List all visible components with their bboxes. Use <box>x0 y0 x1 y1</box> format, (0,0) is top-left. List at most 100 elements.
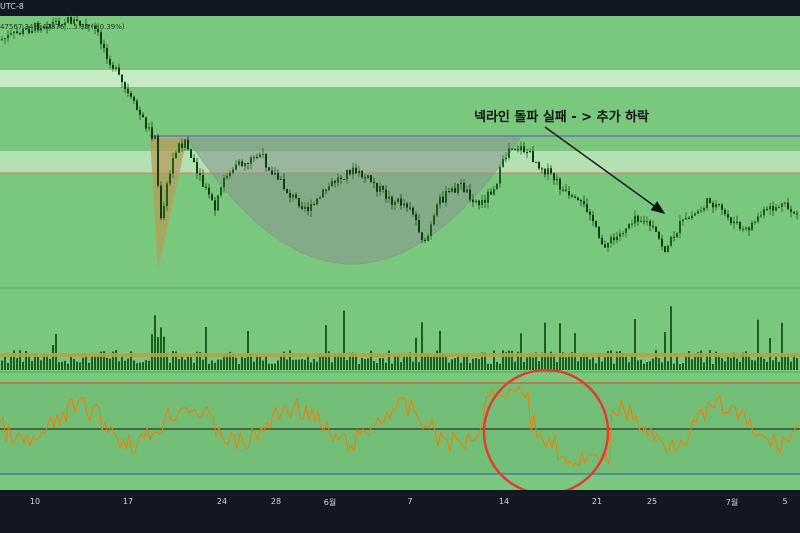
candle-body <box>445 191 447 203</box>
volume-bar <box>277 360 279 370</box>
candle-body <box>757 216 759 222</box>
volume-bar <box>673 363 675 370</box>
volume-bar <box>628 362 630 370</box>
volume-bar <box>649 361 651 370</box>
volume-bar <box>253 361 255 370</box>
candle-body <box>766 209 768 211</box>
candle-body <box>214 200 216 211</box>
volume-bar <box>13 350 15 370</box>
candle-body <box>490 191 492 195</box>
candle-body <box>118 67 120 75</box>
candle-body <box>742 228 744 230</box>
volume-bar <box>517 351 519 370</box>
volume-bar <box>259 356 261 370</box>
candle-body <box>100 32 102 44</box>
x-tick: 28 <box>270 497 282 506</box>
candle-body <box>550 168 552 174</box>
candle-body <box>640 220 642 222</box>
volume-bar <box>475 358 477 370</box>
volume-bar <box>94 356 96 370</box>
volume-bar <box>343 310 345 370</box>
volume-bar <box>115 350 117 370</box>
volume-bar <box>571 352 573 370</box>
candle-body <box>529 150 531 153</box>
volume-bar <box>292 359 294 370</box>
candle-body <box>139 110 141 115</box>
volume-bar <box>355 353 357 370</box>
candle-body <box>157 135 159 186</box>
volume-bar <box>361 357 363 370</box>
volume-bar <box>733 352 735 370</box>
candle-body <box>718 204 720 206</box>
candle-body <box>232 169 234 173</box>
candle-body <box>148 127 150 129</box>
candle-body <box>562 189 564 191</box>
candle-body <box>46 26 48 29</box>
volume-bar <box>340 353 342 370</box>
volume-bar <box>655 350 657 370</box>
candle-body <box>646 221 648 223</box>
volume-bar <box>541 352 543 370</box>
volume-bar <box>781 322 783 370</box>
candle-body <box>433 215 435 225</box>
candle-body <box>121 74 123 83</box>
volume-bar <box>376 363 378 370</box>
candle-body <box>310 204 312 212</box>
volume-bar <box>31 360 33 370</box>
volume-bar <box>307 354 309 370</box>
candle-body <box>22 28 24 35</box>
candle-body <box>418 220 420 233</box>
volume-bar <box>778 361 780 370</box>
volume-bar <box>484 352 486 370</box>
volume-bar <box>547 353 549 370</box>
candle-body <box>202 175 204 187</box>
volume-bar <box>511 350 513 370</box>
volume-bar <box>283 351 285 370</box>
volume-bar <box>40 360 42 370</box>
candle-body <box>316 198 318 205</box>
volume-bar <box>514 361 516 370</box>
candle-body <box>190 149 192 158</box>
volume-bar <box>133 360 135 370</box>
candle-body <box>178 143 180 153</box>
volume-bar <box>598 353 600 370</box>
candle-body <box>517 149 519 151</box>
candle-body <box>412 207 414 215</box>
volume-bar <box>106 357 108 370</box>
candle-body <box>103 43 105 48</box>
volume-bar <box>241 357 243 370</box>
volume-bar <box>127 358 129 370</box>
candle-body <box>37 22 39 31</box>
candle-body <box>319 197 321 199</box>
volume-bar <box>316 361 318 370</box>
candle-body <box>616 236 618 241</box>
volume-bar <box>130 351 132 370</box>
volume-bar <box>10 356 12 370</box>
volume-bar <box>286 359 288 370</box>
volume-bar <box>421 322 423 370</box>
volume-bar <box>445 353 447 370</box>
volume-bar <box>469 363 471 370</box>
candle-body <box>523 146 525 153</box>
candle-body <box>586 204 588 212</box>
volume-bar <box>688 350 690 370</box>
volume-bar <box>121 356 123 370</box>
candle-body <box>283 178 285 189</box>
volume-bar <box>136 363 138 370</box>
x-tick: 25 <box>646 497 658 506</box>
volume-bar <box>493 350 495 370</box>
candle-body <box>334 180 336 183</box>
candle-body <box>502 159 504 167</box>
volume-bar <box>85 355 87 370</box>
volume-bar <box>463 355 465 370</box>
candle-body <box>292 194 294 198</box>
volume-bar <box>388 350 390 370</box>
candle-body <box>403 203 405 206</box>
candle-body <box>679 221 681 234</box>
candle-body <box>361 170 363 178</box>
volume-bar <box>424 355 426 370</box>
volume-bar <box>496 361 498 370</box>
candle-body <box>709 198 711 204</box>
candle-body <box>763 209 765 216</box>
candle-body <box>580 200 582 202</box>
